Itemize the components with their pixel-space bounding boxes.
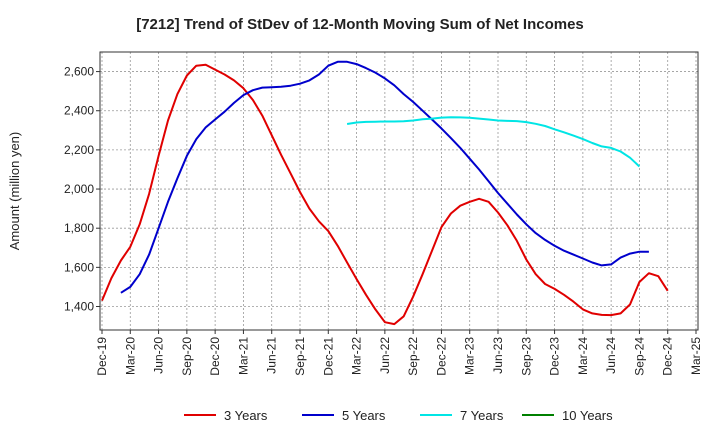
- plot-area-border: [99, 51, 699, 331]
- chart-title: [7212] Trend of StDev of 12-Month Moving…: [136, 16, 584, 33]
- x-tick-label: Dec-21: [321, 337, 335, 376]
- y-tick-label: 2,000: [64, 182, 94, 196]
- series-line-7-years: [346, 116, 641, 168]
- x-tick-label: Mar-25: [689, 337, 703, 375]
- x-tick-label: Mar-24: [576, 337, 590, 375]
- x-tick-label: Mar-23: [463, 337, 477, 375]
- x-tick-label: Sep-22: [406, 337, 420, 376]
- x-tick-label: Jun-20: [152, 337, 166, 374]
- y-axis-ticks: 1,400 1,600 1,800 2,000 2,200 2,400 2,600: [64, 65, 100, 314]
- legend-label-7-years: 7 Years: [460, 408, 504, 423]
- x-tick-label: Sep-24: [632, 337, 646, 376]
- x-tick-label: Jun-23: [491, 337, 505, 374]
- x-axis-ticks: Dec-19 Mar-20 Jun-20 Sep-20 Dec-20 Mar-21 Jun-…: [95, 330, 703, 376]
- x-tick-label: Dec-19: [95, 337, 109, 376]
- x-tick-label: Sep-20: [180, 337, 194, 376]
- legend-label-10-years: 10 Years: [562, 408, 613, 423]
- y-tick-label: 2,200: [64, 143, 94, 157]
- x-tick-label: Dec-20: [208, 337, 222, 376]
- legend-label-3-years: 3 Years: [224, 408, 268, 423]
- x-tick-label: Mar-21: [236, 337, 250, 375]
- series-line-3-years: [101, 63, 669, 326]
- y-tick-label: 1,800: [64, 221, 94, 235]
- x-tick-label: Dec-24: [661, 337, 675, 376]
- legend: 3 Years 5 Years 7 Years 10 Years: [184, 408, 613, 423]
- x-tick-label: Dec-23: [548, 337, 562, 376]
- x-tick-label: Mar-22: [350, 337, 364, 375]
- x-tick-label: Dec-22: [434, 337, 448, 376]
- y-tick-label: 1,400: [64, 300, 94, 314]
- series-line-5-years: [120, 60, 649, 294]
- x-tick-label: Mar-20: [123, 337, 137, 375]
- x-tick-label: Jun-24: [604, 337, 618, 374]
- legend-label-5-years: 5 Years: [342, 408, 386, 423]
- plot-area-background: [100, 52, 698, 330]
- y-axis-label: Amount (million yen): [7, 132, 22, 251]
- y-tick-label: 1,600: [64, 260, 94, 274]
- x-tick-label: Sep-21: [293, 337, 307, 376]
- series-lines: [101, 60, 669, 326]
- x-tick-label: Jun-22: [378, 337, 392, 374]
- y-tick-label: 2,600: [64, 65, 94, 79]
- x-tick-label: Jun-21: [265, 337, 279, 374]
- x-tick-label: Sep-23: [519, 337, 533, 376]
- y-tick-label: 2,400: [64, 104, 94, 118]
